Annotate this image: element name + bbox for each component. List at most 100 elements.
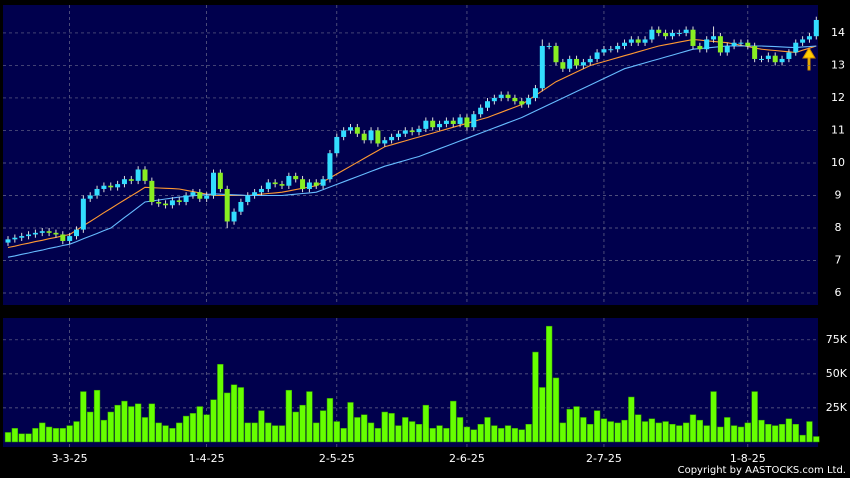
volume-bar xyxy=(443,428,450,443)
volume-bar xyxy=(689,414,697,443)
volume-bar xyxy=(73,421,80,443)
candle-body xyxy=(724,45,730,53)
volume-bar xyxy=(230,384,238,443)
volume-bar xyxy=(251,422,258,443)
volume-bar xyxy=(772,425,779,443)
candle-body xyxy=(765,55,771,59)
volume-bar xyxy=(162,425,169,443)
volume-bar xyxy=(758,419,765,443)
candle-body xyxy=(334,136,340,154)
volume-bar xyxy=(532,351,539,443)
volume-bar xyxy=(189,413,197,443)
candle-body xyxy=(217,172,223,189)
volume-bar xyxy=(703,425,710,443)
candle-body xyxy=(258,188,264,193)
candle-body xyxy=(738,42,744,44)
candle-body xyxy=(642,39,648,43)
volume-bar xyxy=(80,391,87,443)
volume-bar xyxy=(737,426,745,443)
volume-bar xyxy=(347,402,354,443)
y-tick-label: 11 xyxy=(831,123,845,136)
volume-bar xyxy=(621,419,628,443)
volume-bar xyxy=(361,414,368,443)
candle-body xyxy=(176,200,182,202)
candle-body xyxy=(402,130,408,134)
y-tick-label: 13 xyxy=(831,58,845,71)
y-tick-label: 12 xyxy=(831,91,845,104)
volume-bar xyxy=(169,428,176,443)
volume-bar xyxy=(39,422,46,443)
candle-body xyxy=(142,169,148,181)
candle-body xyxy=(32,232,38,235)
volume-bar xyxy=(326,398,334,443)
candle-body xyxy=(532,88,538,98)
candle-body xyxy=(800,39,806,43)
candle-body xyxy=(526,97,532,105)
volume-bar xyxy=(683,422,690,443)
candle-body xyxy=(293,175,299,180)
x-tick-label: 1-4-25 xyxy=(189,452,225,465)
y-tick-label: 6 xyxy=(835,286,842,299)
volume-bar xyxy=(292,411,299,443)
volume-bar xyxy=(539,387,546,443)
candle-body xyxy=(416,128,422,133)
candle-body xyxy=(793,42,799,53)
candle-body xyxy=(669,32,675,37)
candle-body xyxy=(19,236,25,238)
volume-bar xyxy=(114,404,121,443)
volume-bar xyxy=(402,417,409,443)
volume-bar xyxy=(11,428,18,443)
candle-body xyxy=(211,172,216,196)
candle-body xyxy=(389,136,395,141)
volume-bar xyxy=(511,428,519,443)
candle-body xyxy=(806,36,812,40)
volume-bar xyxy=(662,421,669,443)
volume-bar xyxy=(655,422,662,443)
candle-body xyxy=(135,169,141,181)
volume-bar xyxy=(765,424,772,443)
candle-body xyxy=(327,153,333,180)
candle-body xyxy=(437,123,443,128)
signal-arrow xyxy=(802,47,816,71)
volume-bar xyxy=(176,422,183,443)
candle-body xyxy=(615,45,621,50)
volume-bar xyxy=(196,406,203,443)
candle-body xyxy=(745,42,751,46)
candle-body xyxy=(457,117,463,124)
candle-body xyxy=(601,49,607,53)
volume-bar xyxy=(237,387,245,443)
candle-body xyxy=(368,130,374,141)
candle-body xyxy=(245,195,251,202)
candle-body xyxy=(717,36,723,53)
candle-body xyxy=(539,45,545,89)
volume-bar xyxy=(806,421,813,443)
candle-body xyxy=(546,45,552,47)
volume-bar xyxy=(676,425,683,443)
volume-bar xyxy=(628,396,635,443)
volume-bar xyxy=(614,422,621,443)
candle-body xyxy=(608,49,614,51)
volume-bar xyxy=(477,424,484,443)
volume-bar xyxy=(641,421,649,443)
volume-bar xyxy=(59,428,66,443)
candle-body xyxy=(560,62,566,69)
candle-body xyxy=(67,236,73,241)
candle-body xyxy=(163,203,169,206)
volume-bar xyxy=(792,424,799,443)
candle-body xyxy=(252,192,258,196)
volume-bar xyxy=(456,417,464,443)
candle-body xyxy=(697,45,703,50)
volume-bar xyxy=(744,422,751,443)
volume-bar xyxy=(258,410,265,443)
copyright: Copyright by AASTOCKS.com Ltd. xyxy=(678,465,846,476)
candle-body xyxy=(430,120,436,128)
price-panel xyxy=(3,5,818,305)
volume-bar xyxy=(710,391,717,443)
candle-body xyxy=(498,94,504,98)
candle-body xyxy=(423,120,429,129)
volume-bar xyxy=(354,417,361,443)
volume-bar xyxy=(100,419,108,443)
volume-bar xyxy=(669,424,676,443)
volume-bar xyxy=(778,424,786,443)
candle-body xyxy=(197,192,203,199)
